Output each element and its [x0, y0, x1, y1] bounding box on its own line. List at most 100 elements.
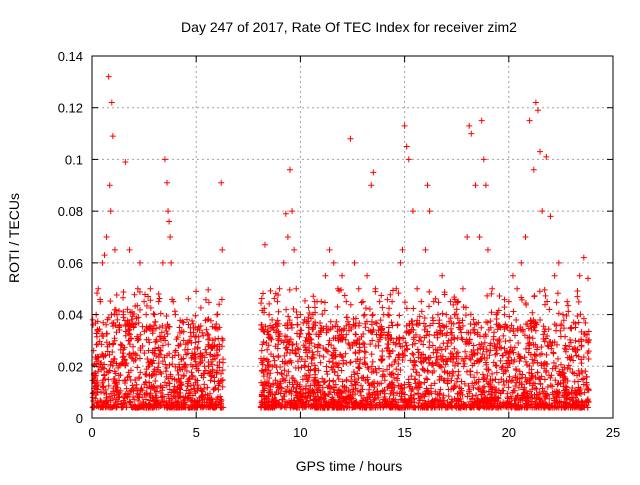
- data-point: [153, 394, 160, 401]
- data-point: [213, 370, 220, 377]
- data-point: [166, 386, 173, 393]
- data-point: [403, 342, 410, 349]
- data-point: [279, 371, 286, 378]
- data-point: [308, 360, 315, 367]
- data-point: [142, 401, 149, 408]
- data-point: [490, 336, 497, 343]
- data-point: [214, 311, 221, 318]
- data-point: [532, 99, 539, 106]
- data-point: [151, 322, 158, 329]
- data-point: [445, 386, 452, 393]
- data-point: [99, 332, 106, 339]
- data-point: [505, 354, 512, 361]
- data-point: [366, 392, 373, 399]
- data-point: [413, 369, 420, 376]
- data-point: [344, 403, 351, 410]
- data-point: [459, 391, 466, 398]
- data-point: [439, 272, 446, 279]
- data-point: [585, 356, 592, 363]
- data-point: [484, 292, 491, 299]
- data-point: [157, 389, 164, 396]
- data-point: [522, 358, 529, 365]
- data-point: [559, 372, 566, 379]
- data-point: [192, 376, 199, 383]
- data-point: [401, 399, 408, 406]
- data-point: [125, 337, 132, 344]
- data-point: [360, 340, 367, 347]
- data-point: [174, 384, 181, 391]
- data-point: [296, 353, 303, 360]
- data-point: [124, 306, 131, 313]
- data-point: [315, 367, 322, 374]
- data-point: [131, 291, 138, 298]
- data-point: [344, 318, 351, 325]
- data-point: [189, 317, 196, 324]
- data-point: [430, 317, 437, 324]
- data-point: [205, 286, 212, 293]
- data-point: [101, 371, 108, 378]
- data-point: [471, 350, 478, 357]
- data-point: [184, 340, 191, 347]
- data-point: [208, 373, 215, 380]
- data-point: [395, 371, 402, 378]
- data-point: [366, 386, 373, 393]
- data-point: [267, 386, 274, 393]
- data-point: [314, 400, 321, 407]
- data-point: [393, 402, 400, 409]
- y-tick-label: 0.08: [58, 204, 83, 219]
- data-point: [158, 394, 165, 401]
- data-point: [367, 341, 374, 348]
- data-point: [276, 285, 283, 292]
- data-point: [219, 337, 226, 344]
- data-point: [514, 285, 521, 292]
- data-point: [284, 325, 291, 332]
- data-point: [339, 383, 346, 390]
- data-point: [502, 338, 509, 345]
- data-point: [465, 382, 472, 389]
- data-point: [523, 320, 530, 327]
- data-point: [215, 351, 222, 358]
- data-point: [283, 306, 290, 313]
- data-point: [517, 371, 524, 378]
- data-point: [568, 353, 575, 360]
- data-point: [97, 388, 104, 395]
- data-point: [97, 296, 104, 303]
- data-point: [282, 210, 289, 217]
- data-point: [506, 350, 513, 357]
- data-point: [212, 398, 219, 405]
- data-point: [284, 338, 291, 345]
- data-point: [110, 323, 117, 330]
- data-point: [155, 354, 162, 361]
- data-point: [197, 323, 204, 330]
- data-point: [450, 370, 457, 377]
- data-point: [428, 382, 435, 389]
- data-point: [312, 371, 319, 378]
- data-point: [365, 365, 372, 372]
- data-point: [578, 402, 585, 409]
- data-point: [580, 315, 587, 322]
- data-point: [414, 285, 421, 292]
- data-point: [540, 331, 547, 338]
- data-point: [583, 398, 590, 405]
- data-point: [92, 320, 99, 327]
- data-point: [131, 311, 138, 318]
- data-point: [376, 365, 383, 372]
- data-point: [329, 366, 336, 373]
- data-point: [518, 374, 525, 381]
- data-point: [481, 383, 488, 390]
- data-point: [159, 342, 166, 349]
- data-point: [116, 377, 123, 384]
- data-point: [583, 373, 590, 380]
- data-point: [110, 340, 117, 347]
- data-point: [493, 369, 500, 376]
- data-point: [564, 354, 571, 361]
- data-point: [277, 384, 284, 391]
- data-point: [484, 355, 491, 362]
- data-point: [488, 309, 495, 316]
- data-point: [495, 379, 502, 386]
- data-point: [199, 404, 206, 411]
- data-point: [123, 404, 130, 411]
- data-point: [94, 386, 101, 393]
- data-point: [575, 298, 582, 305]
- data-point: [516, 355, 523, 362]
